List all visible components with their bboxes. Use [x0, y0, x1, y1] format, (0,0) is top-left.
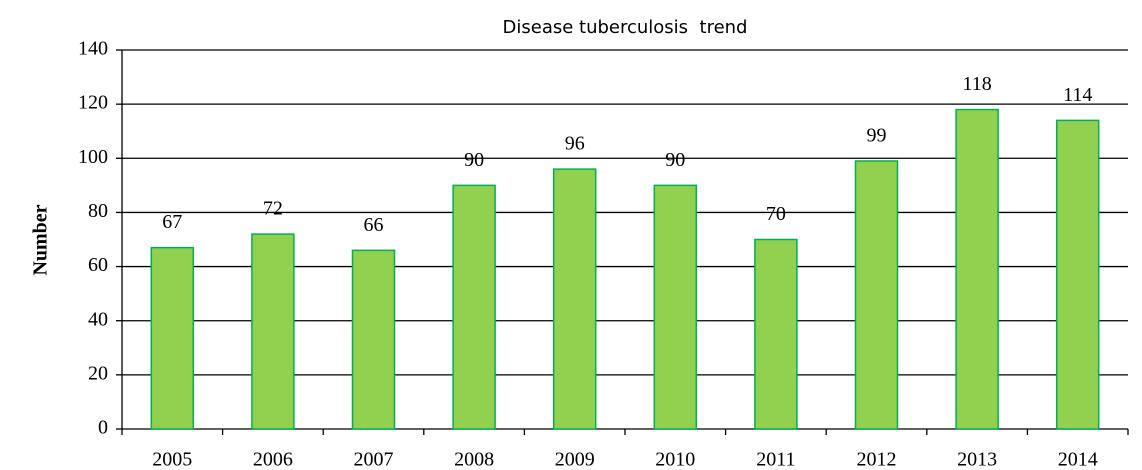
data-label: 114: [1063, 84, 1092, 106]
data-label: 70: [766, 203, 786, 225]
x-tick-label: 2009: [555, 449, 595, 470]
y-tick-label: 140: [78, 38, 108, 60]
x-tick-label: 2013: [957, 449, 997, 470]
y-tick-label: 20: [88, 362, 108, 384]
bar: [251, 233, 295, 430]
x-tick-label: 2008: [454, 449, 494, 470]
bar: [351, 249, 396, 430]
x-tick-label: 2012: [857, 449, 897, 470]
data-label: 90: [464, 149, 484, 171]
data-label: 99: [867, 125, 887, 147]
x-tick-label: 2010: [655, 449, 695, 470]
y-tick-label: 0: [98, 417, 108, 439]
bar: [955, 108, 999, 430]
bar: [452, 184, 496, 430]
bar: [854, 160, 899, 430]
data-label: 67: [162, 211, 182, 233]
x-tick-label: 2011: [756, 449, 795, 470]
data-label: 90: [665, 149, 685, 171]
x-tick-label: 2005: [152, 449, 192, 470]
bar: [754, 238, 798, 430]
chart-title: Disease tuberculosis trend: [503, 17, 748, 38]
y-axis-label: Number: [30, 204, 52, 275]
bar: [1055, 119, 1100, 430]
y-tick-label: 80: [88, 200, 108, 222]
bar: [653, 184, 698, 430]
data-label: 96: [565, 133, 585, 155]
data-label: 66: [364, 214, 384, 236]
x-tick-label: 2007: [354, 449, 394, 470]
bar: [150, 246, 195, 430]
x-tick-label: 2014: [1058, 449, 1098, 470]
data-label: 72: [263, 198, 283, 220]
bar: [552, 168, 597, 430]
data-label: 118: [962, 73, 991, 95]
y-tick-label: 60: [88, 254, 108, 276]
y-tick-label: 40: [88, 308, 108, 330]
y-tick-label: 120: [78, 92, 108, 114]
y-tick-label: 100: [78, 146, 108, 168]
x-tick-label: 2006: [253, 449, 293, 470]
